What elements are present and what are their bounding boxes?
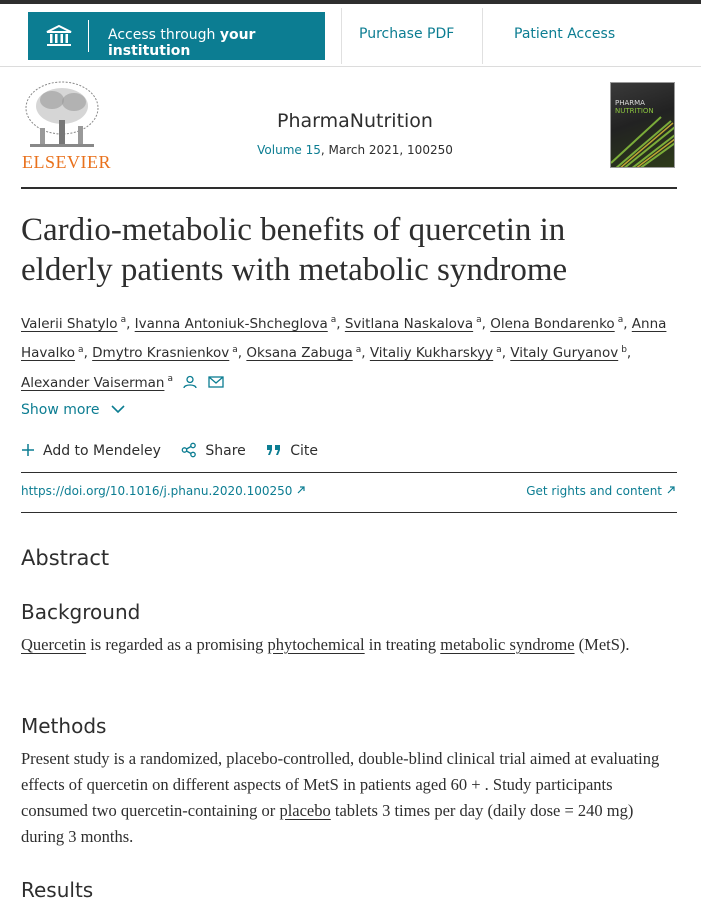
volume-info: Volume 15, March 2021, 100250 [200,143,510,157]
external-icon [298,486,306,494]
author: Oksana Zabuga a, [246,344,366,362]
author-separator: , [237,345,243,361]
section-heading: Methods [21,714,107,738]
text-run: tablets 3 times per day (daily dose = 24… [21,801,634,846]
access-button[interactable]: Access through your institution [28,12,325,60]
term-link[interactable]: Quercetin [21,635,87,654]
cite-button[interactable]: Cite [290,443,319,459]
author-name[interactable]: Olena Bondarenko [490,315,615,332]
term-link[interactable]: metabolic syndrome [440,635,575,654]
show-more[interactable]: Show more [21,402,126,418]
author-name[interactable]: Dmytro Krasnienkov [92,345,230,361]
mendeley-button[interactable]: Add to Mendeley [43,443,161,459]
author-separator: , [626,345,632,361]
author-name[interactable]: Vitaliy Kukharskyy [369,345,494,361]
top-bar [0,0,701,4]
volume-link[interactable]: Volume 15 [257,143,321,157]
affiliation-marker[interactable]: a [120,315,127,325]
affiliation-marker[interactable]: a [232,344,238,355]
journal-cover[interactable]: PHARMA NUTRITION [610,82,675,168]
text-run: in treating [364,635,441,654]
author: Vitaly Guryanov b, [510,344,632,362]
author-name[interactable]: Vitaly Guryanov [510,345,619,361]
affiliation-marker[interactable]: a [496,344,502,355]
author-name[interactable]: Oksana Zabuga [246,345,353,361]
section-heading: Background [21,600,141,624]
plus-icon [22,444,34,456]
share-button[interactable]: Share [205,443,246,459]
text-run: is regarded as a promising [86,635,268,654]
affiliation-marker[interactable]: a [476,315,482,325]
author-list: Valerii Shatylo a, Ivanna Antoniuk-Shcheg… [21,307,671,396]
abstract-section: Results [21,878,671,910]
author-name[interactable]: Ivanna Antoniuk-Shcheglova [134,315,328,332]
cover-title-line: NUTRITION [615,107,654,115]
author: Ivanna Antoniuk-Shcheglova a, [134,315,341,332]
action-bar: Add to Mendeley Share Cite [21,442,334,459]
section-paragraph: Present study is a randomized, placebo-c… [21,746,671,850]
section-paragraph: Quercetin is regarded as a promising phy… [21,632,671,658]
affiliation-marker[interactable]: b [621,344,627,355]
text-run: Present study is a randomized, placebo-c… [21,749,660,820]
journal-name[interactable]: PharmaNutrition [277,110,433,132]
affiliation-marker[interactable]: a [355,344,362,355]
author-name[interactable]: Alexander Vaiserman [21,374,165,391]
author-name[interactable]: Anna Havalko [21,315,667,362]
access-label: Access through your institution [108,27,325,59]
term-link[interactable]: placebo [279,801,331,820]
author-separator: , [361,345,366,361]
affiliation-marker[interactable]: a [78,344,84,355]
article-title: Cardio-metabolic benefits of quercetin i… [21,212,568,288]
author: Svitlana Naskalova a, [344,315,486,332]
author: Olena Bondarenko a, [490,315,628,332]
elsevier-tree [25,81,99,147]
author-separator: , [336,315,341,332]
author: Valerii Shatylo a, [21,315,131,332]
section-heading: Results [21,878,94,902]
cite-icon [267,445,281,455]
affiliation-marker[interactable]: a [330,315,337,325]
abstract-section: Background Quercetin is regarded as a pro… [21,600,671,658]
publisher-logo-text[interactable]: ELSEVIER [22,152,111,172]
access-bold: your institution [108,27,256,59]
patient-link[interactable]: Patient Access [514,26,616,42]
rights-text: Get rights and content [526,484,662,498]
purchase-link[interactable]: Purchase PDF [359,26,455,42]
author: Dmytro Krasnienkov a, [92,344,243,362]
show-more-label: Show more [21,402,100,418]
rights-link[interactable]: Get rights and content [526,484,676,498]
abstract-heading: Abstract [21,546,110,570]
abstract-section: Methods Present study is a randomized, pl… [21,714,671,850]
author-separator: , [83,345,88,361]
doi-text: https://doi.org/10.1016/j.phanu.2020.100… [21,484,293,498]
author-name[interactable]: Svitlana Naskalova [344,315,474,332]
institution-icon [46,25,72,46]
external-icon [667,486,675,494]
author-separator: , [623,315,628,332]
doi-link[interactable]: https://doi.org/10.1016/j.phanu.2020.100… [21,484,306,498]
term-link[interactable]: phytochemical [267,635,365,654]
author: Alexander Vaiserman a [21,374,225,391]
cover-title-line: PHARMA [615,99,645,107]
access-text: Access through [108,27,216,43]
author-name[interactable]: Valerii Shatylo [21,315,118,332]
person-icon[interactable] [181,375,199,389]
affiliation-marker[interactable]: a [617,315,624,325]
chevron-icon [111,405,125,414]
cover-art [611,116,674,167]
issue-info: , March 2021, 100250 [320,143,453,157]
author: Anna Havalko a, [21,316,666,362]
email-icon[interactable] [207,375,225,389]
author-separator: , [126,315,131,332]
cover-title: PHARMA NUTRITION [615,99,654,115]
author-separator: , [501,345,506,361]
author-separator: , [481,315,486,332]
author: Vitaliy Kukharskyy a, [369,344,506,362]
affiliation-marker[interactable]: a [167,374,173,384]
share-icon [182,442,197,458]
text-run: (MetS). [574,635,630,654]
